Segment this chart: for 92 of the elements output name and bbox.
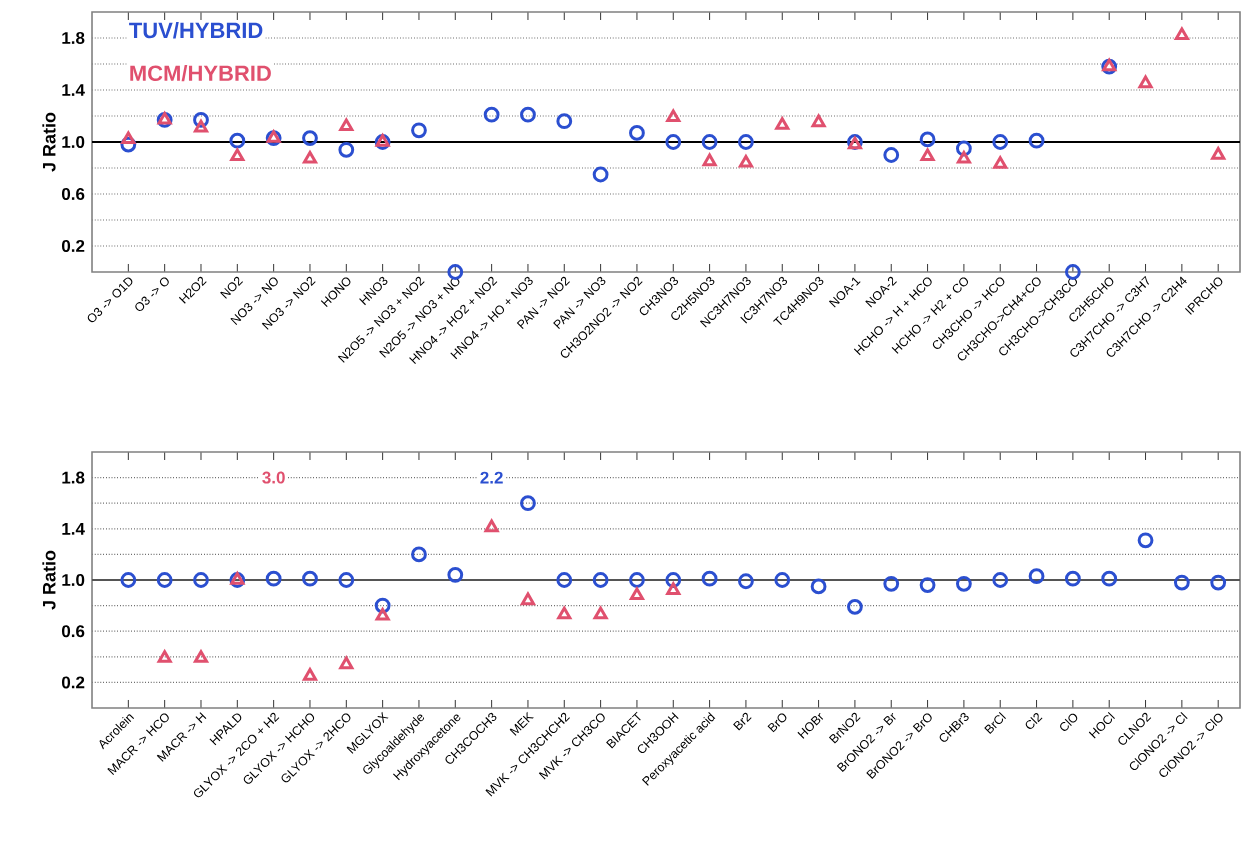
- point: [157, 650, 172, 663]
- x-tick-label: Br2: [733, 712, 752, 731]
- point: [629, 572, 645, 588]
- y-tick-label: 1.8: [62, 31, 85, 44]
- y-tick-label: 1.8: [62, 471, 85, 484]
- point: [702, 153, 717, 167]
- point: [883, 575, 900, 592]
- y-tick-label: 1.4: [62, 522, 85, 535]
- point: [956, 575, 972, 592]
- y-tick-label: 0.6: [61, 187, 85, 200]
- point: [447, 566, 464, 583]
- point: [919, 131, 936, 148]
- y-axis-title: J Ratio: [42, 550, 56, 610]
- point: [411, 546, 427, 563]
- point: [193, 119, 209, 133]
- point: [701, 134, 718, 150]
- x-tick-label: BrO: [767, 713, 787, 733]
- point: [665, 134, 682, 150]
- point: [738, 134, 754, 150]
- point: [992, 134, 1009, 150]
- point: [919, 577, 936, 594]
- point: [738, 573, 754, 590]
- point: [229, 132, 246, 149]
- y-tick-label: 1.0: [62, 573, 85, 586]
- x-tick-label: O3 -> O1D: [87, 277, 133, 323]
- y-tick-label: 0.6: [61, 625, 85, 638]
- point: [1101, 570, 1118, 587]
- point: [338, 141, 355, 158]
- point: [883, 147, 900, 163]
- point: [920, 148, 935, 161]
- point: [375, 607, 390, 621]
- point: [1173, 574, 1190, 591]
- point: [156, 572, 173, 588]
- point: [847, 598, 863, 615]
- text: TUV/HYBRID: [129, 22, 263, 39]
- point: [629, 124, 645, 141]
- point: [1028, 568, 1045, 585]
- point: [265, 570, 282, 587]
- point: [666, 582, 681, 595]
- point: [339, 656, 354, 670]
- point: [193, 650, 209, 663]
- x-tick-label: Cl2: [1025, 713, 1043, 729]
- y-tick-label: 0.2: [61, 676, 85, 689]
- point: [556, 113, 573, 130]
- y-tick-label: 1.4: [62, 84, 85, 96]
- point: [592, 166, 609, 183]
- point: [701, 570, 718, 587]
- y-tick-label: 0.2: [61, 239, 85, 252]
- point: [1028, 132, 1045, 149]
- point: [1211, 147, 1226, 160]
- point: [339, 118, 354, 132]
- text: MCM/HYBRID: [130, 64, 271, 82]
- point: [520, 106, 536, 123]
- point: [992, 572, 1009, 588]
- point: [774, 572, 791, 588]
- point: [120, 572, 137, 588]
- point: [775, 117, 790, 130]
- point: [338, 572, 355, 588]
- point: [738, 154, 753, 168]
- point: [1137, 532, 1154, 549]
- point: [483, 106, 500, 123]
- point: [956, 150, 971, 164]
- point: [993, 156, 1008, 169]
- point: [1210, 574, 1227, 591]
- point: [810, 578, 827, 595]
- point: [121, 131, 136, 145]
- point: [1174, 27, 1189, 41]
- point: [666, 109, 681, 122]
- y-tick-label: 1.0: [62, 135, 85, 148]
- point: [302, 130, 318, 146]
- point: [230, 148, 245, 161]
- point: [302, 570, 318, 587]
- point: [447, 264, 464, 280]
- x-tick-label: O3 -> O: [135, 277, 169, 311]
- point: [593, 606, 608, 620]
- point: [302, 668, 318, 681]
- point: [193, 572, 209, 588]
- point: [811, 114, 826, 128]
- point: [556, 572, 573, 588]
- annotation: 3.0: [262, 471, 285, 484]
- point: [1138, 75, 1153, 89]
- point: [411, 122, 427, 139]
- point: [1064, 570, 1081, 587]
- point: [629, 587, 644, 601]
- point: [592, 572, 609, 588]
- point: [520, 592, 535, 606]
- point: [520, 495, 536, 512]
- annotation: 2.2: [480, 471, 503, 484]
- point: [302, 150, 318, 164]
- point: [557, 606, 572, 620]
- y-axis-title: J Ratio: [42, 112, 56, 172]
- x-tick-label: ClO: [1060, 713, 1078, 731]
